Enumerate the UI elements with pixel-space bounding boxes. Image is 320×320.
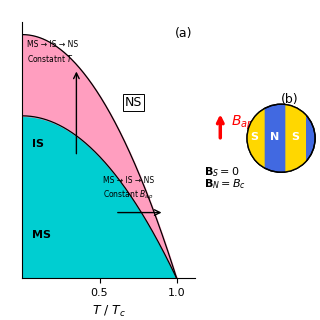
Text: $\mathbf{B}_S = 0$: $\mathbf{B}_S = 0$ [204, 165, 240, 179]
Text: Constant $B_{ap}$: Constant $B_{ap}$ [103, 189, 153, 202]
Text: $\mathbf{B}_N = B_c$: $\mathbf{B}_N = B_c$ [204, 178, 247, 191]
Text: (b): (b) [281, 93, 299, 106]
Text: MS: MS [32, 229, 51, 239]
Text: MS → IS → NS: MS → IS → NS [27, 40, 78, 49]
Text: Constatnt $T$: Constatnt $T$ [27, 53, 74, 64]
Text: N: N [270, 132, 280, 142]
Text: MS → IS → NS: MS → IS → NS [103, 176, 154, 185]
Text: NS: NS [125, 96, 142, 109]
Text: S: S [292, 132, 300, 142]
X-axis label: $T$ / $T_c$: $T$ / $T_c$ [92, 304, 126, 319]
Text: IS: IS [32, 139, 44, 149]
Text: $\mathit{B}_{ap}$: $\mathit{B}_{ap}$ [231, 113, 254, 132]
Polygon shape [285, 104, 306, 172]
Text: S: S [250, 132, 258, 142]
Polygon shape [247, 108, 265, 168]
Circle shape [247, 104, 315, 172]
Text: (a): (a) [175, 27, 192, 40]
